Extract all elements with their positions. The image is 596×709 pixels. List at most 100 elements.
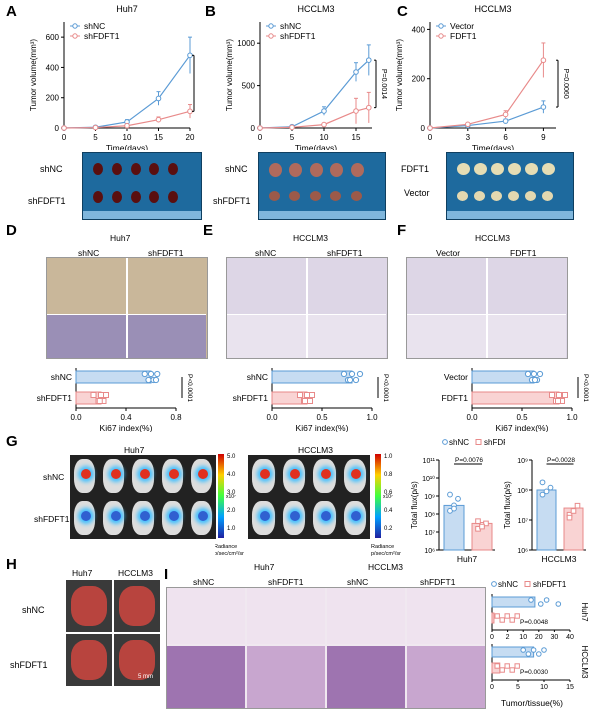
x-tick-label: 10	[540, 684, 548, 691]
ihc-label-f-left: Vector	[436, 248, 461, 258]
colorbar	[218, 454, 224, 538]
x-tick-label: 0	[490, 684, 494, 691]
ihc-image-e	[226, 257, 388, 359]
data-point	[509, 667, 515, 673]
mouse	[190, 459, 212, 493]
bar-shNC	[443, 504, 465, 551]
legend-marker	[438, 23, 444, 29]
mouse	[161, 501, 183, 535]
signal	[139, 469, 150, 480]
category-label: shFDFT1	[233, 393, 269, 403]
chart-g1: 10⁶ 10⁷ 10⁸ 10⁹ 10¹⁰ 10¹¹ Total flux(p/s) Huh7 P…	[410, 438, 505, 564]
data-point	[147, 370, 155, 378]
tumor	[350, 163, 364, 177]
ihc-label-d-left: shNC	[78, 248, 100, 258]
x-tick-label: 5	[290, 133, 295, 142]
signal	[320, 469, 331, 480]
photo-label-a-bottom: shFDFT1	[28, 196, 66, 206]
i-col4-label: shFDFT1	[420, 577, 456, 587]
bar-FDFT1	[471, 391, 560, 405]
tumor	[457, 163, 470, 175]
data-point	[455, 495, 461, 502]
x-tick-label: 20	[186, 133, 195, 142]
photo-label-c-bottom: Vector	[404, 188, 430, 198]
data-point	[346, 376, 354, 384]
x-tick-label: 15	[154, 133, 163, 142]
x-tick-label: 3	[466, 133, 471, 142]
ihc-label-d-right: shFDFT1	[148, 248, 184, 258]
chart-g2: 10⁶ 10⁷ 10⁸ 10⁹ Total flux(p/s) HCCLM3 P=0.002…	[503, 457, 586, 564]
data-point	[309, 392, 315, 398]
ihc-label-f-right: FDFT1	[510, 248, 537, 258]
colorbar-tick-label: 4.0	[227, 472, 236, 478]
mouse	[313, 501, 336, 535]
g-title-1: Huh7	[124, 445, 145, 455]
data-point	[537, 601, 544, 607]
signal	[259, 511, 270, 522]
ihc-image-d	[46, 257, 208, 359]
tumor	[508, 191, 519, 201]
data-point-shNC	[353, 69, 359, 75]
x-tick-label: 2	[506, 634, 510, 641]
panel-letter-f: F	[397, 222, 407, 239]
group-label: HCCLM3	[580, 646, 589, 679]
mouse	[343, 459, 366, 493]
y-tick-label: 10⁹	[517, 458, 528, 465]
mouse	[103, 501, 125, 535]
x-axis-label: HCCLM3	[542, 554, 577, 564]
colorbar-unit: Radiance	[371, 544, 394, 550]
legend-marker	[442, 439, 448, 445]
y-tick-label: 200	[412, 75, 426, 84]
x-tick-label: 0	[258, 133, 263, 142]
p-value: P=0.0076	[455, 457, 483, 464]
i-col2-label: shFDFT1	[268, 577, 304, 587]
mouse	[132, 459, 154, 493]
data-point	[524, 370, 532, 378]
category-label: shFDFT1	[37, 393, 73, 403]
data-point	[152, 376, 160, 384]
tumor	[149, 191, 160, 203]
colorbar-exponent: x10⁷	[226, 494, 236, 500]
data-point	[356, 370, 364, 378]
ihc-title-d: Huh7	[110, 233, 131, 243]
x-tick-label: 0.4	[120, 413, 132, 422]
p-value: P=0.0014	[380, 69, 387, 99]
data-point	[494, 663, 500, 669]
legend-label: shFDFT1	[533, 580, 567, 589]
x-tick-label: 6	[503, 133, 508, 142]
g-title-2: HCCLM3	[298, 445, 333, 455]
tumor	[289, 163, 303, 177]
bar-shNC	[271, 370, 353, 384]
signal	[351, 469, 362, 480]
ruler	[83, 211, 201, 219]
y-axis-label: Tumor volume(mm³)	[29, 39, 38, 111]
y-axis-label: Tumor volume(mm³)	[396, 39, 404, 111]
signal	[169, 511, 179, 522]
data-point	[90, 392, 97, 398]
tumor	[168, 191, 179, 203]
y-tick-label: 1000	[237, 39, 255, 48]
data-point	[543, 488, 550, 495]
signal	[198, 511, 209, 522]
bioluminescence-image-hcclm3	[248, 455, 370, 539]
data-point	[528, 597, 534, 603]
ihc-image-f	[406, 257, 568, 359]
legend-label: shNC	[449, 438, 469, 447]
data-point	[509, 617, 515, 623]
x-tick-label: 0.0	[266, 413, 278, 422]
data-point	[494, 613, 500, 619]
data-point	[352, 376, 360, 384]
data-point	[483, 520, 489, 527]
y-tick-label: 10⁷	[518, 518, 529, 525]
x-tick-label: 10	[519, 634, 527, 641]
tumor	[93, 191, 103, 203]
he-whole-section	[167, 588, 245, 644]
chart-e: 0.0 0.5 1.0 Ki67 index(%) shNC shFDFT1 P<0.000…	[233, 368, 389, 432]
panel-letter-e: E	[203, 222, 214, 239]
data-point	[555, 601, 562, 607]
tumor	[168, 163, 179, 175]
he-whole-section	[327, 588, 405, 644]
lung	[71, 586, 107, 626]
category-label: Vector	[444, 372, 468, 382]
data-point	[499, 617, 505, 623]
